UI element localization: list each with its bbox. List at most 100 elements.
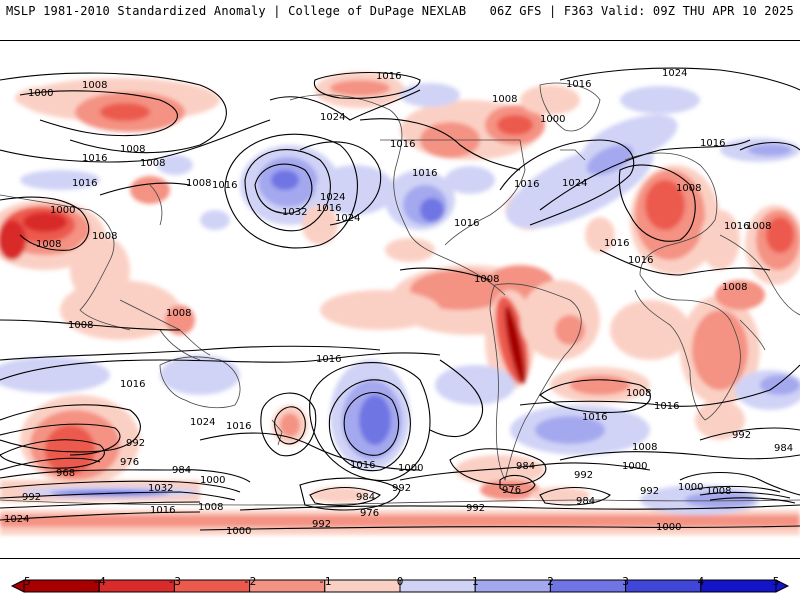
isobar-label: 1016 bbox=[390, 139, 415, 150]
isobar-label: 992 bbox=[640, 486, 659, 497]
isobar-label: 1016 bbox=[120, 379, 145, 390]
colorbar-segment bbox=[549, 579, 627, 593]
isobar-label: 992 bbox=[574, 470, 593, 481]
isobar-label: 1024 bbox=[562, 178, 587, 189]
isobar-label: 976 bbox=[120, 457, 139, 468]
isobar-label: 1024 bbox=[190, 417, 215, 428]
isobar-label: 1008 bbox=[92, 231, 117, 242]
isobar-contours bbox=[0, 67, 800, 531]
isobar-label: 1008 bbox=[676, 183, 701, 194]
isobar-label: 976 bbox=[360, 508, 379, 519]
isobar-label: 1016 bbox=[604, 238, 629, 249]
isobar-label: 984 bbox=[576, 496, 595, 507]
isobar-label: 1024 bbox=[320, 112, 345, 123]
colorbar-segment bbox=[700, 579, 777, 593]
isobar-label: 1016 bbox=[412, 168, 437, 179]
colorbar-tick-label: -4 bbox=[92, 575, 106, 588]
isobar-label: 1000 bbox=[656, 522, 681, 533]
isobar-label: 1008 bbox=[68, 320, 93, 331]
isobar-label: 968 bbox=[56, 468, 75, 479]
isobar-label: 992 bbox=[466, 503, 485, 514]
isobar-label: 1024 bbox=[320, 192, 345, 203]
isobar-label: 1032 bbox=[282, 207, 307, 218]
isobar-label: 1008 bbox=[746, 221, 771, 232]
isobar-label: 1016 bbox=[628, 255, 653, 266]
colorbar-tick-label: -5 bbox=[17, 575, 31, 588]
isobar-label: 1016 bbox=[454, 218, 479, 229]
model-run-label: 06Z GFS | F363 Valid: 09Z THU APR 10 202… bbox=[489, 4, 794, 18]
isobar-label: 1016 bbox=[212, 180, 237, 191]
isobar-label: 1008 bbox=[82, 80, 107, 91]
anomaly-map[interactable]: 1008 1000 1016 1024 1016 1008 1000 1016 … bbox=[0, 40, 800, 559]
isobar-label: 984 bbox=[516, 461, 535, 472]
colorbar bbox=[0, 572, 800, 600]
isobar-label: 1000 bbox=[398, 463, 423, 474]
isobar-label: 1016 bbox=[226, 421, 251, 432]
anomaly-shading bbox=[0, 72, 800, 535]
coastlines bbox=[0, 82, 800, 506]
map-title: MSLP 1981-2010 Standardized Anomaly | Co… bbox=[6, 4, 467, 18]
colorbar-tick-label: 0 bbox=[396, 575, 404, 588]
isobar-label: 1000 bbox=[50, 205, 75, 216]
isobar-label: 1016 bbox=[150, 505, 175, 516]
isobar-label: 1024 bbox=[662, 68, 687, 79]
isobar-label: 1000 bbox=[28, 88, 53, 99]
colorbar-segment bbox=[23, 579, 100, 593]
isobar-label: 1008 bbox=[706, 486, 731, 497]
colorbar-tick-label: 3 bbox=[622, 575, 629, 588]
isobar-label: 1008 bbox=[186, 178, 211, 189]
colorbar-tick-label: 4 bbox=[697, 575, 705, 588]
colorbar-segment bbox=[474, 579, 551, 593]
isobar-label: 1016 bbox=[316, 354, 341, 365]
isobar-label: 1000 bbox=[200, 475, 225, 486]
isobar-label: 992 bbox=[22, 492, 41, 503]
isobar-label: 1000 bbox=[678, 482, 703, 493]
isobar-label: 1016 bbox=[566, 79, 591, 90]
isobar-label: 1016 bbox=[316, 203, 341, 214]
isobar-label: 984 bbox=[774, 443, 793, 454]
colorbar-tick-label: -3 bbox=[167, 575, 182, 588]
isobar-label: 1008 bbox=[166, 308, 191, 319]
isobar-label: 992 bbox=[126, 438, 145, 449]
isobar-label: 1008 bbox=[140, 158, 165, 169]
colorbar-segment bbox=[399, 579, 476, 593]
isobar-label: 984 bbox=[356, 492, 375, 503]
isobar-label: 1008 bbox=[120, 144, 145, 155]
colorbar-tick-label: -2 bbox=[242, 575, 257, 588]
isobar-label: 1016 bbox=[582, 412, 607, 423]
isobar-label: 1024 bbox=[4, 514, 29, 525]
colorbar-segment bbox=[173, 579, 251, 593]
isobar-label: 1008 bbox=[722, 282, 747, 293]
colorbar-tick-label: -1 bbox=[318, 575, 332, 588]
colorbar-tick-label: 1 bbox=[471, 575, 479, 588]
isobar-label: 1024 bbox=[335, 213, 360, 224]
isobar-label: 1008 bbox=[474, 274, 499, 285]
isobar-label: 1032 bbox=[148, 483, 173, 494]
isobar-label: 1000 bbox=[622, 461, 647, 472]
colorbar-segment bbox=[98, 579, 175, 593]
isobar-label: 1016 bbox=[350, 460, 375, 471]
isobar-label: 1008 bbox=[632, 442, 657, 453]
colorbar-tick-label: 5 bbox=[772, 575, 780, 588]
isobar-label: 976 bbox=[502, 485, 521, 496]
isobar-label: 1016 bbox=[654, 401, 679, 412]
colorbar-tick-label: 2 bbox=[547, 575, 554, 588]
isobar-label: 984 bbox=[172, 465, 191, 476]
isobar-label: 1008 bbox=[36, 239, 61, 250]
isobar-label: 1008 bbox=[198, 502, 223, 513]
isobar-label: 1008 bbox=[492, 94, 517, 105]
isobar-label: 992 bbox=[312, 519, 331, 530]
isobar-label: 1016 bbox=[376, 71, 401, 82]
isobar-label: 992 bbox=[392, 483, 411, 494]
isobar-label: 1016 bbox=[724, 221, 749, 232]
isobar-label: 1016 bbox=[514, 179, 539, 190]
colorbar-segment bbox=[324, 579, 401, 593]
isobar-label: 1008 bbox=[626, 388, 651, 399]
colorbar-segment bbox=[249, 579, 326, 593]
colorbar-segment bbox=[625, 579, 702, 593]
colorbar-max-arrow bbox=[775, 579, 790, 593]
isobar-label: 1000 bbox=[226, 526, 251, 537]
isobar-label: 1000 bbox=[540, 114, 565, 125]
isobar-label: 1016 bbox=[72, 178, 97, 189]
isobar-label: 1016 bbox=[700, 138, 725, 149]
